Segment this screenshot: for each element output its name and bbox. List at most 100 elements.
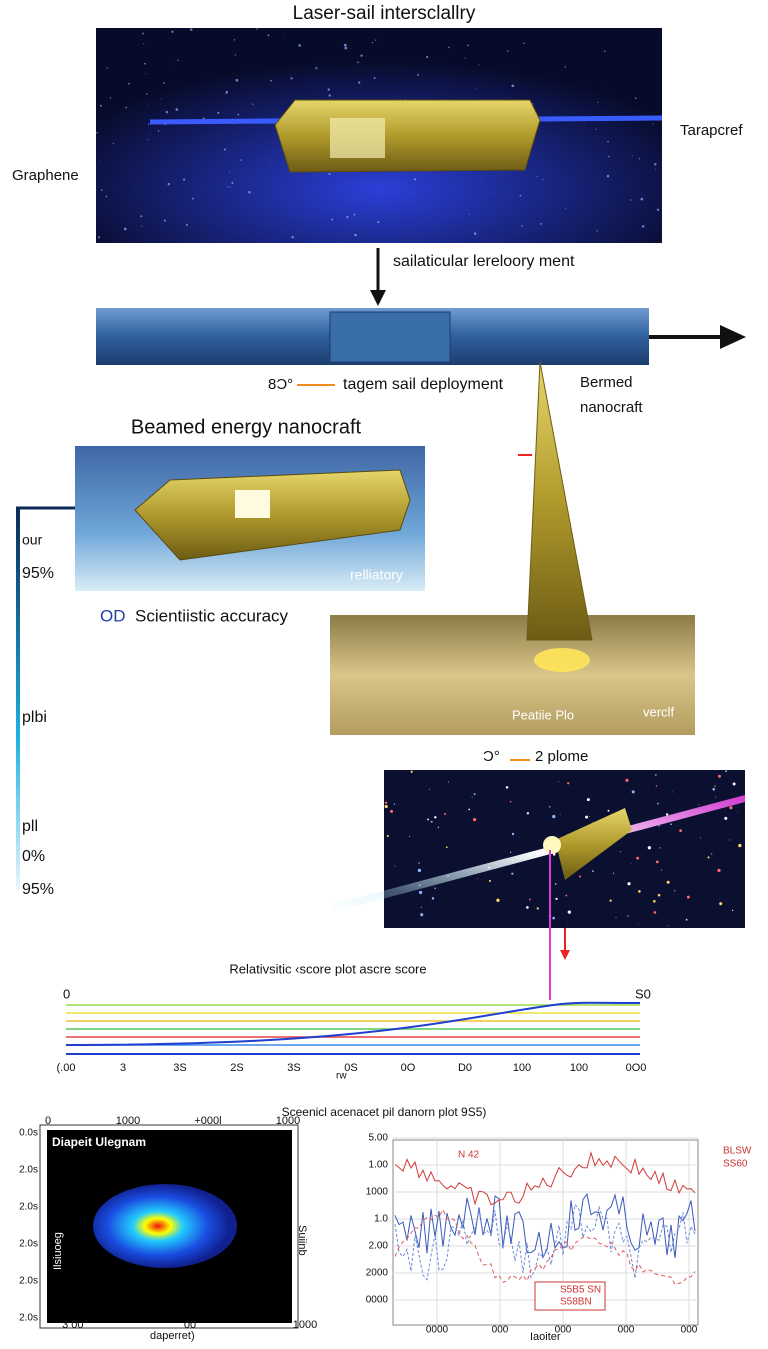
star (567, 924, 569, 926)
star (707, 856, 710, 859)
score-right: S0 (635, 986, 651, 1001)
arrow-head (370, 290, 386, 306)
star (506, 50, 509, 52)
heatmap-tick: 0.0s (19, 1128, 38, 1139)
score-left: 0 (63, 986, 70, 1001)
annotation: S5B5 SN (560, 1285, 601, 1296)
accuracy-icon: OD (100, 606, 126, 625)
star (597, 101, 599, 103)
heatmap-right-label: Suiinb (296, 1225, 308, 1256)
star (106, 67, 108, 69)
star (588, 816, 590, 818)
star (505, 96, 507, 98)
star (656, 208, 660, 211)
score-xtick: (.00 (57, 1062, 76, 1074)
star (394, 95, 395, 97)
star (521, 225, 523, 227)
star (375, 39, 377, 41)
star (427, 818, 429, 821)
star (552, 916, 555, 920)
star (384, 804, 388, 809)
star (270, 79, 273, 82)
star (565, 208, 566, 210)
score-xtick: 0O0 (626, 1062, 647, 1074)
star (125, 106, 127, 109)
noise-line (394, 1150, 696, 1206)
star (647, 846, 652, 850)
star (146, 93, 148, 95)
star (623, 880, 625, 882)
star (686, 895, 690, 899)
heatmap-tick: 2.0s (19, 1239, 38, 1250)
star (526, 812, 530, 815)
star (700, 837, 701, 839)
star (96, 131, 98, 134)
star (685, 918, 688, 921)
star (291, 235, 294, 239)
star (608, 155, 610, 158)
star (579, 875, 582, 878)
star (229, 171, 231, 173)
star (712, 787, 716, 791)
section-title: Beamed energy nanocraft (131, 416, 362, 438)
star (540, 222, 542, 225)
star (511, 872, 514, 875)
heatmap-tick: 2.0s (19, 1165, 38, 1176)
star (426, 56, 429, 59)
right-label: Tarapcref (680, 122, 743, 139)
star (729, 839, 731, 841)
lineplot-xtick: 000 (681, 1325, 698, 1336)
star (98, 160, 100, 162)
star (555, 883, 557, 885)
heatmap-tick: +000l (194, 1115, 221, 1127)
star (418, 890, 423, 895)
star (654, 163, 657, 166)
legend-entry: BLSW (723, 1146, 752, 1157)
heatmap-tick: 00 (184, 1319, 196, 1331)
star (235, 78, 239, 82)
star (105, 195, 108, 198)
star (177, 59, 179, 61)
star (519, 194, 522, 197)
star (595, 128, 597, 130)
star (185, 224, 188, 226)
star (163, 219, 166, 222)
beamed-label: nanocraft (580, 399, 643, 416)
star (552, 853, 556, 856)
star (327, 88, 330, 91)
star (640, 197, 644, 201)
star (607, 140, 609, 143)
star (638, 890, 641, 893)
star (609, 899, 612, 902)
star (431, 897, 435, 900)
bottom-title: Sceenicl acenacet pil danorn plot 9S5) (282, 1105, 487, 1119)
image-caption: relliatory (350, 567, 403, 583)
ground-image (330, 615, 695, 735)
star (231, 181, 234, 184)
cone-craft (526, 361, 593, 641)
star (567, 782, 570, 785)
star (641, 225, 645, 228)
star (464, 57, 466, 59)
star (671, 791, 673, 793)
star (160, 98, 161, 100)
page-title: Laser-sail intersclallry (293, 3, 476, 24)
star (636, 856, 640, 860)
ground-label: Peatiie Plo (512, 707, 574, 722)
star (147, 139, 149, 141)
star (466, 44, 469, 47)
lineplot-ytick: 5.00 (369, 1133, 389, 1144)
star (356, 212, 358, 214)
star (729, 806, 733, 810)
star (638, 923, 639, 925)
beamed-label: Bermed (580, 374, 633, 391)
star (109, 97, 112, 99)
star (428, 788, 430, 790)
heatmap-tick: 0 (45, 1115, 51, 1127)
star (510, 851, 512, 853)
score-xtick: 3S (287, 1062, 300, 1074)
flare (543, 836, 561, 854)
star (523, 42, 525, 44)
star (167, 182, 171, 186)
